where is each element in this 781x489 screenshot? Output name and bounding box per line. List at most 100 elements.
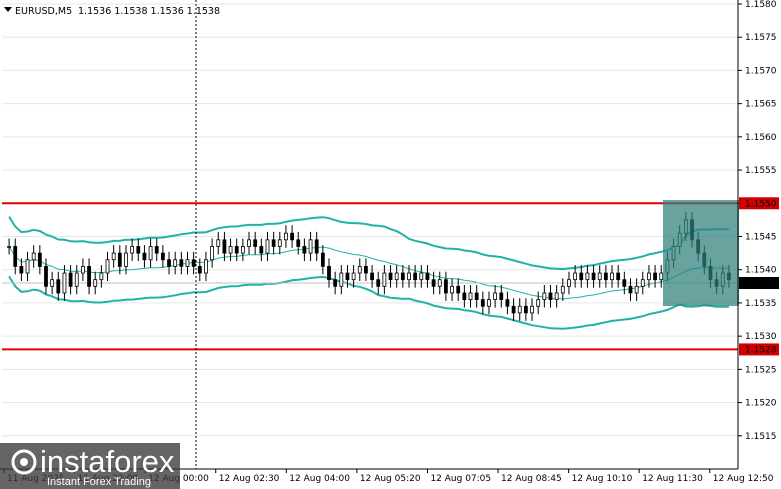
dropdown-triangle-icon[interactable] (4, 7, 12, 12)
logo-backdrop (0, 443, 180, 489)
y-tick-label: 1.1580 (745, 0, 777, 10)
candle-body (124, 252, 128, 267)
y-tick-label: 1.1515 (745, 432, 777, 442)
candle-body (81, 265, 85, 274)
candle-body (265, 239, 270, 254)
candles (7, 211, 731, 321)
bollinger-middle-line (8, 246, 729, 300)
candle-body (517, 305, 522, 314)
candle-body (560, 285, 565, 294)
candle-body (111, 252, 116, 261)
instaforex-logo: instaforex Instant Forex Trading (0, 443, 180, 489)
candle-body (474, 292, 479, 301)
candle-body (240, 246, 245, 254)
x-tick-label: 12 Aug 11:30 (642, 474, 703, 484)
candle-body (407, 272, 411, 281)
candle-body (505, 299, 510, 307)
candle-body (542, 292, 547, 301)
candle-body (185, 259, 190, 267)
logo-swirl-icon (11, 449, 37, 475)
candle-body (351, 272, 356, 281)
candle-body (234, 246, 239, 254)
candle-body (530, 305, 534, 314)
candle-body (653, 272, 657, 281)
y-tick-label: 1.1525 (745, 365, 777, 375)
x-tick-label: 12 Aug 08:45 (501, 474, 562, 484)
candle-body (204, 259, 208, 274)
candle-body (44, 265, 48, 287)
candle-body (487, 299, 491, 307)
candle-body (634, 285, 639, 294)
candle-body (499, 292, 504, 301)
candle-body (400, 272, 405, 281)
candle-body (333, 279, 338, 287)
candle-body (167, 259, 171, 267)
candle-body (7, 246, 11, 248)
candle-body (308, 239, 313, 254)
current-price-tag-bg (739, 277, 779, 289)
levels (2, 202, 738, 351)
candle-body (142, 252, 147, 261)
candle-body (247, 239, 251, 247)
candle-body (357, 265, 362, 274)
candle-body (173, 259, 178, 267)
candle-body (610, 272, 614, 281)
candle-body (603, 272, 608, 281)
candle-body (179, 259, 184, 267)
y-tick-label: 1.1540 (745, 266, 777, 276)
candle-body (160, 252, 165, 261)
y-tick-label: 1.1575 (745, 33, 777, 43)
candle-body (493, 292, 498, 301)
y-tick-label: 1.1560 (745, 133, 777, 143)
candle-body (437, 279, 442, 287)
candle-body (117, 252, 122, 267)
candle-body (253, 239, 258, 247)
ohlc-values: 1.1536 1.1538 1.1536 1.1538 (78, 6, 220, 17)
candle-body (511, 305, 516, 314)
candle-body (450, 285, 454, 294)
candle-body (99, 272, 104, 281)
x-tick-label: 12 Aug 12:50 (713, 474, 774, 484)
candle-body (148, 246, 153, 261)
candle-body (19, 265, 24, 274)
price-tags: 1.1550 1.1528 1.1538 (739, 197, 779, 356)
candle-body (62, 272, 67, 294)
bollinger-bands (8, 216, 729, 330)
candle-body (370, 272, 374, 281)
bollinger-lower-line (8, 275, 729, 330)
candle-body (388, 272, 393, 281)
candle-body (222, 239, 227, 254)
candle-body (413, 272, 418, 281)
candle-body (431, 279, 436, 287)
candle-body (25, 259, 30, 274)
candle-body (50, 279, 55, 287)
candle-body (37, 252, 42, 267)
candle-body (647, 272, 651, 281)
candle-body (345, 272, 350, 281)
candle-body (271, 239, 276, 247)
candle-body (154, 246, 159, 254)
x-tick-label: 12 Aug 05:20 (360, 474, 421, 484)
candle-body (567, 279, 571, 287)
logo-swirl-center-icon (20, 458, 28, 466)
candle-body (320, 252, 325, 267)
candle-body (462, 292, 467, 301)
svg-text:Instant Forex Trading: Instant Forex Trading (47, 476, 151, 488)
x-tick-label: 12 Aug 07:05 (430, 474, 491, 484)
candle-body (376, 279, 381, 287)
candle-body (216, 239, 221, 247)
candle-body (579, 272, 584, 281)
candle-body (56, 279, 61, 294)
resistance-price-tag: 1.1550 (745, 199, 777, 209)
candle-body (628, 285, 633, 294)
candle-body (259, 246, 264, 254)
candle-body (284, 232, 288, 241)
y-tick-label: 1.1545 (745, 233, 777, 243)
candle-body (480, 299, 485, 307)
candle-body (523, 305, 528, 314)
y-tick-label: 1.1535 (745, 299, 777, 309)
candle-body (74, 272, 79, 287)
candle-body (419, 272, 424, 281)
